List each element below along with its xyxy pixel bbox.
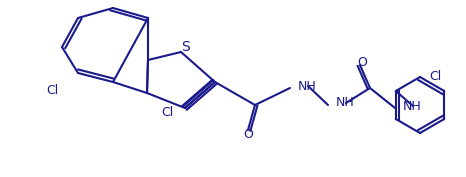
Text: NH: NH bbox=[403, 99, 422, 113]
Text: O: O bbox=[243, 129, 253, 141]
Text: O: O bbox=[357, 56, 367, 68]
Text: NH: NH bbox=[298, 79, 317, 93]
Text: NH: NH bbox=[336, 96, 355, 110]
Text: S: S bbox=[181, 40, 189, 54]
Text: Cl: Cl bbox=[46, 84, 58, 96]
Text: Cl: Cl bbox=[161, 107, 173, 119]
Text: Cl: Cl bbox=[429, 70, 441, 84]
